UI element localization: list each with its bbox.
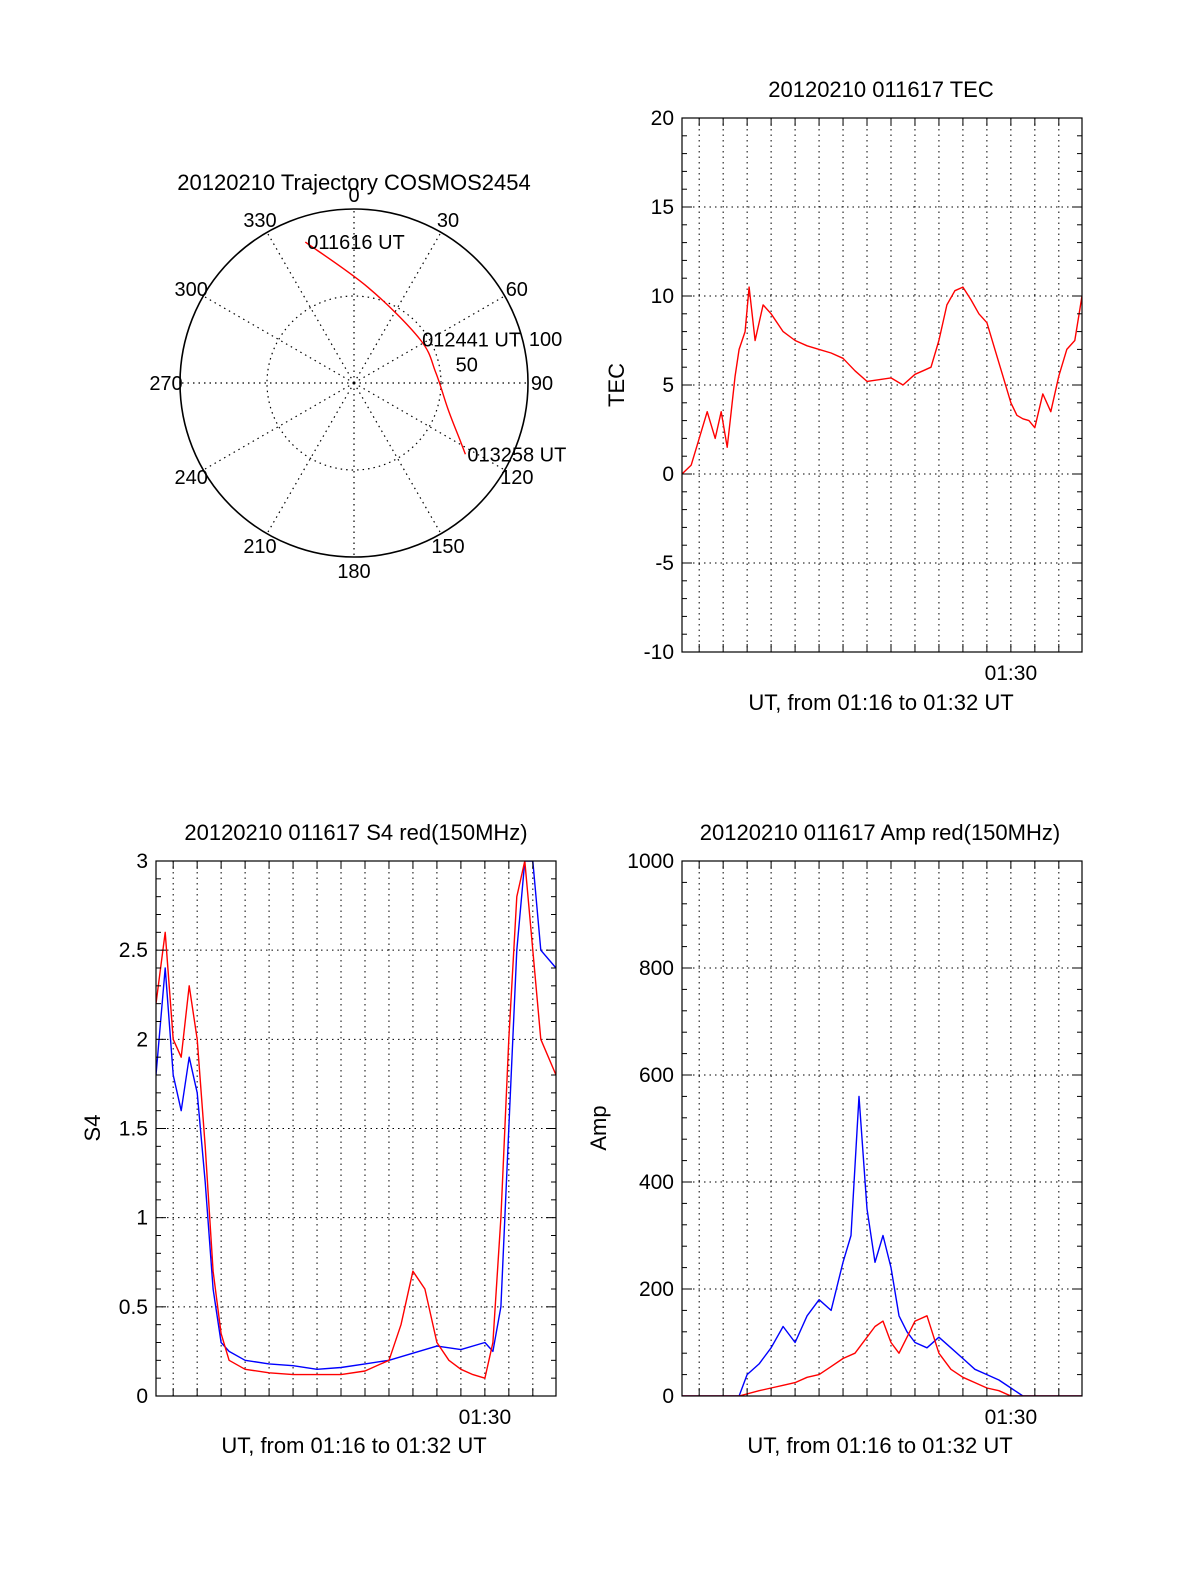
- s4-series-0-line: [156, 861, 556, 1370]
- s4-ytick-label: 1.5: [119, 1118, 148, 1141]
- polar-labels: 0 30 60 90 120 150 180 210 240 270 300 330 50 100: [149, 185, 562, 583]
- tec-series-0-line: [682, 286, 1082, 475]
- tec-series: [682, 286, 1082, 475]
- polar-spoke-300: [203, 295, 355, 384]
- s4-ylabel: S4: [80, 1115, 105, 1142]
- amp-xtick-labels: 01:30: [985, 1406, 1038, 1429]
- polar-azimuth-label: 150: [431, 536, 464, 558]
- amp-ylabel: Amp: [586, 1105, 611, 1150]
- tec-title: 20120210 011617 TEC: [768, 77, 994, 102]
- tec-ytick-label: 5: [662, 374, 674, 397]
- s4-title: 20120210 011617 S4 red(150MHz): [184, 820, 527, 845]
- s4-ytick-label: 3: [136, 850, 148, 873]
- trajectory-title: 20120210 Trajectory COSMOS2454: [177, 170, 530, 195]
- s4-ytick-label: 2.5: [119, 939, 148, 962]
- tec-xtick-label: 01:30: [985, 662, 1038, 685]
- trajectory-panel: 20120210 Trajectory COSMOS2454 0 30 60 90 12…: [149, 170, 566, 583]
- polar-spoke-150: [353, 382, 442, 534]
- amp-title: 20120210 011617 Amp red(150MHz): [700, 820, 1060, 845]
- polar-azimuth-label: 180: [337, 561, 370, 583]
- tec-xtick-labels: 01:30: [985, 662, 1038, 685]
- amp-xtick-label: 01:30: [985, 1406, 1038, 1429]
- s4-series-1-line: [156, 861, 556, 1379]
- polar-grid: [180, 209, 528, 557]
- amp-series-0-line: [682, 1095, 1082, 1396]
- trajectory-time-label: 012441 UT: [422, 330, 521, 352]
- polar-azimuth-label: 120: [500, 467, 533, 489]
- amp-panel: 20120210 011617 Amp red(150MHz) 0 200 400 6…: [586, 820, 1083, 1458]
- tec-grid: [682, 118, 1082, 652]
- s4-series: [156, 861, 556, 1379]
- polar-azimuth-label: 60: [506, 279, 528, 301]
- s4-ytick-labels: 0 0.5 1 1.5 2 2.5 3: [119, 850, 148, 1408]
- polar-spoke-60: [353, 295, 505, 384]
- s4-ticks: [156, 860, 556, 1397]
- polar-azimuth-label: 270: [149, 373, 182, 395]
- polar-series: [304, 241, 467, 455]
- s4-ytick-label: 0: [136, 1385, 148, 1408]
- amp-ytick-label: 600: [639, 1064, 674, 1087]
- tec-ytick-labels: -10 -5 0 5 10 15 20: [644, 107, 674, 664]
- tec-ytick-label: -5: [655, 552, 674, 575]
- s4-panel: 20120210 011617 S4 red(150MHz) 0 0.5 1 1.5 2…: [80, 820, 557, 1458]
- amp-grid: [682, 861, 1082, 1396]
- polar-azimuth-label: 0: [348, 185, 359, 207]
- s4-ytick-label: 1: [136, 1207, 148, 1230]
- amp-ytick-label: 1000: [627, 850, 674, 873]
- amp-series: [682, 1095, 1082, 1396]
- trajectory-line: [304, 241, 467, 455]
- tec-ylabel: TEC: [604, 363, 629, 407]
- tec-ytick-label: 15: [651, 196, 674, 219]
- polar-elevation-label: 100: [529, 329, 562, 351]
- amp-ticks: [682, 860, 1082, 1397]
- s4-ytick-label: 2: [136, 1028, 148, 1051]
- polar-azimuth-label: 330: [243, 210, 276, 232]
- tec-ticks: [682, 117, 1082, 653]
- s4-grid: [156, 861, 556, 1396]
- polar-inner-ring: [266, 295, 442, 471]
- polar-annotations: 011616 UT 012441 UT 013258 UT: [307, 232, 566, 466]
- polar-spoke-210: [266, 382, 355, 534]
- polar-spoke-330: [266, 232, 355, 384]
- tec-ytick-label: 0: [662, 463, 674, 486]
- s4-xtick-label: 01:30: [459, 1406, 512, 1429]
- tec-xlabel: UT, from 01:16 to 01:32 UT: [748, 690, 1013, 715]
- polar-azimuth-label: 90: [531, 373, 553, 395]
- s4-ytick-label: 0.5: [119, 1296, 148, 1319]
- tec-ytick-label: 20: [651, 107, 674, 130]
- amp-ytick-labels: 0 200 400 600 800 1000: [627, 850, 674, 1408]
- amp-ytick-label: 800: [639, 957, 674, 980]
- amp-ytick-label: 400: [639, 1171, 674, 1194]
- tec-ytick-label: 10: [651, 285, 674, 308]
- polar-elevation-label: 50: [456, 354, 478, 376]
- amp-xlabel: UT, from 01:16 to 01:32 UT: [747, 1433, 1012, 1458]
- s4-xtick-labels: 01:30: [459, 1406, 512, 1429]
- amp-ytick-label: 200: [639, 1278, 674, 1301]
- polar-spoke-240: [203, 382, 355, 471]
- polar-spoke-30: [353, 232, 442, 384]
- polar-azimuth-label: 300: [174, 279, 207, 301]
- trajectory-time-label: 013258 UT: [467, 444, 566, 466]
- polar-outer-ring: [179, 208, 529, 558]
- amp-plot-frame: [681, 860, 1083, 1397]
- trajectory-time-label: 011616 UT: [307, 232, 404, 254]
- s4-xlabel: UT, from 01:16 to 01:32 UT: [221, 1433, 486, 1458]
- amp-ytick-label: 0: [662, 1385, 674, 1408]
- polar-azimuth-label: 30: [437, 210, 459, 232]
- polar-spoke-120: [353, 382, 505, 471]
- tec-ytick-label: -10: [644, 641, 674, 664]
- polar-azimuth-label: 240: [174, 467, 207, 489]
- amp-series-1-line: [682, 1315, 1082, 1396]
- polar-azimuth-label: 210: [243, 536, 276, 558]
